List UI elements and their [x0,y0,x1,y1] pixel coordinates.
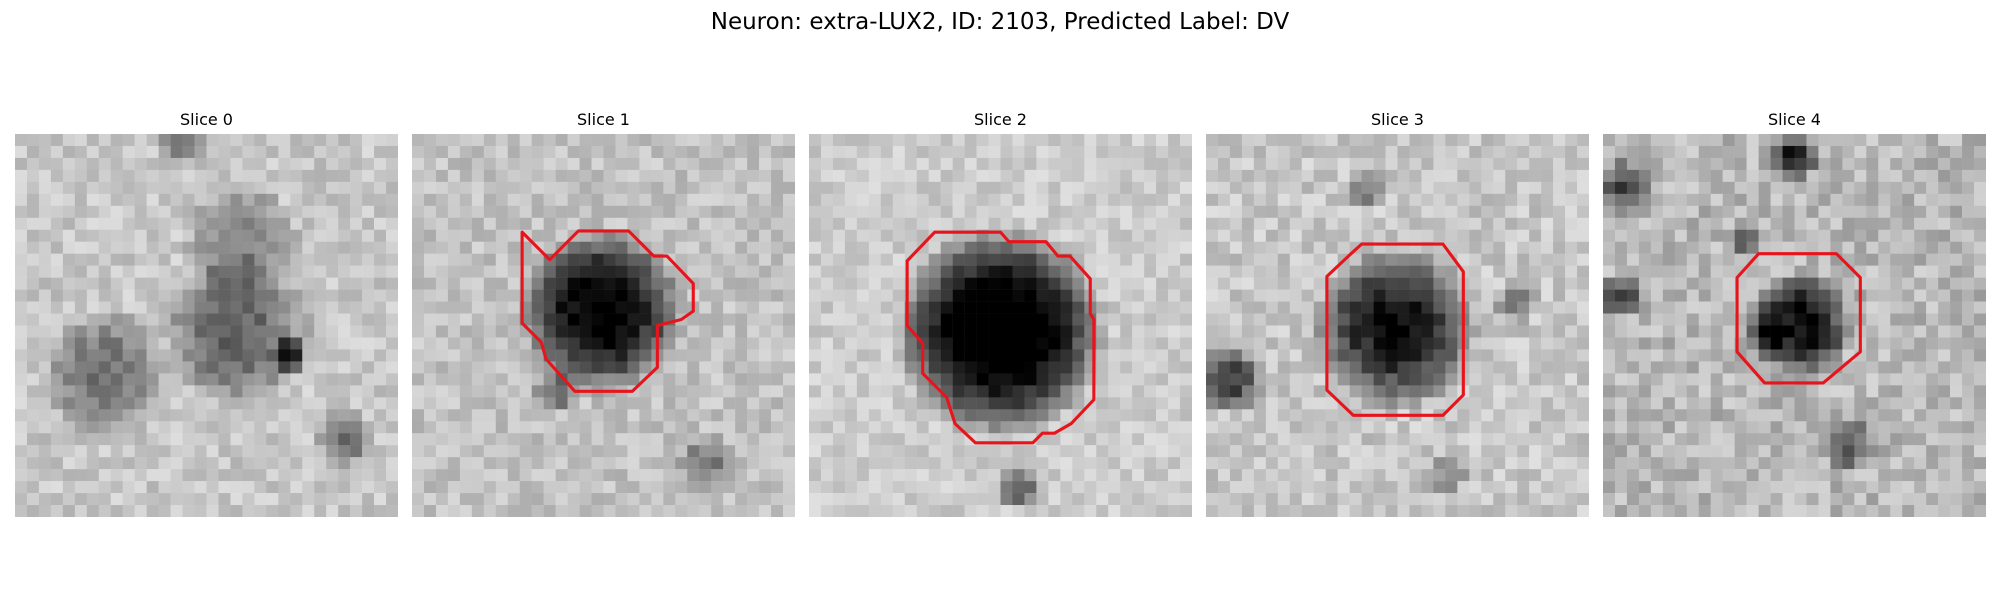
slice-title: Slice 2 [974,110,1027,129]
slice-image [1603,134,1986,517]
segmentation-contour [1735,252,1862,385]
slice-title: Slice 4 [1768,110,1821,129]
segmentation-contour [905,230,1096,445]
slice-image [412,134,795,517]
slice-image [1206,134,1589,517]
slice-image [809,134,1192,517]
slice-image [15,134,398,517]
figure-title: Neuron: extra-LUX2, ID: 2103, Predicted … [710,9,1290,35]
slice-title: Slice 0 [180,110,233,129]
slice-title: Slice 1 [577,110,630,129]
segmentation-contour [1325,242,1465,417]
segmentation-contour [520,229,695,393]
slice-title: Slice 3 [1371,110,1424,129]
